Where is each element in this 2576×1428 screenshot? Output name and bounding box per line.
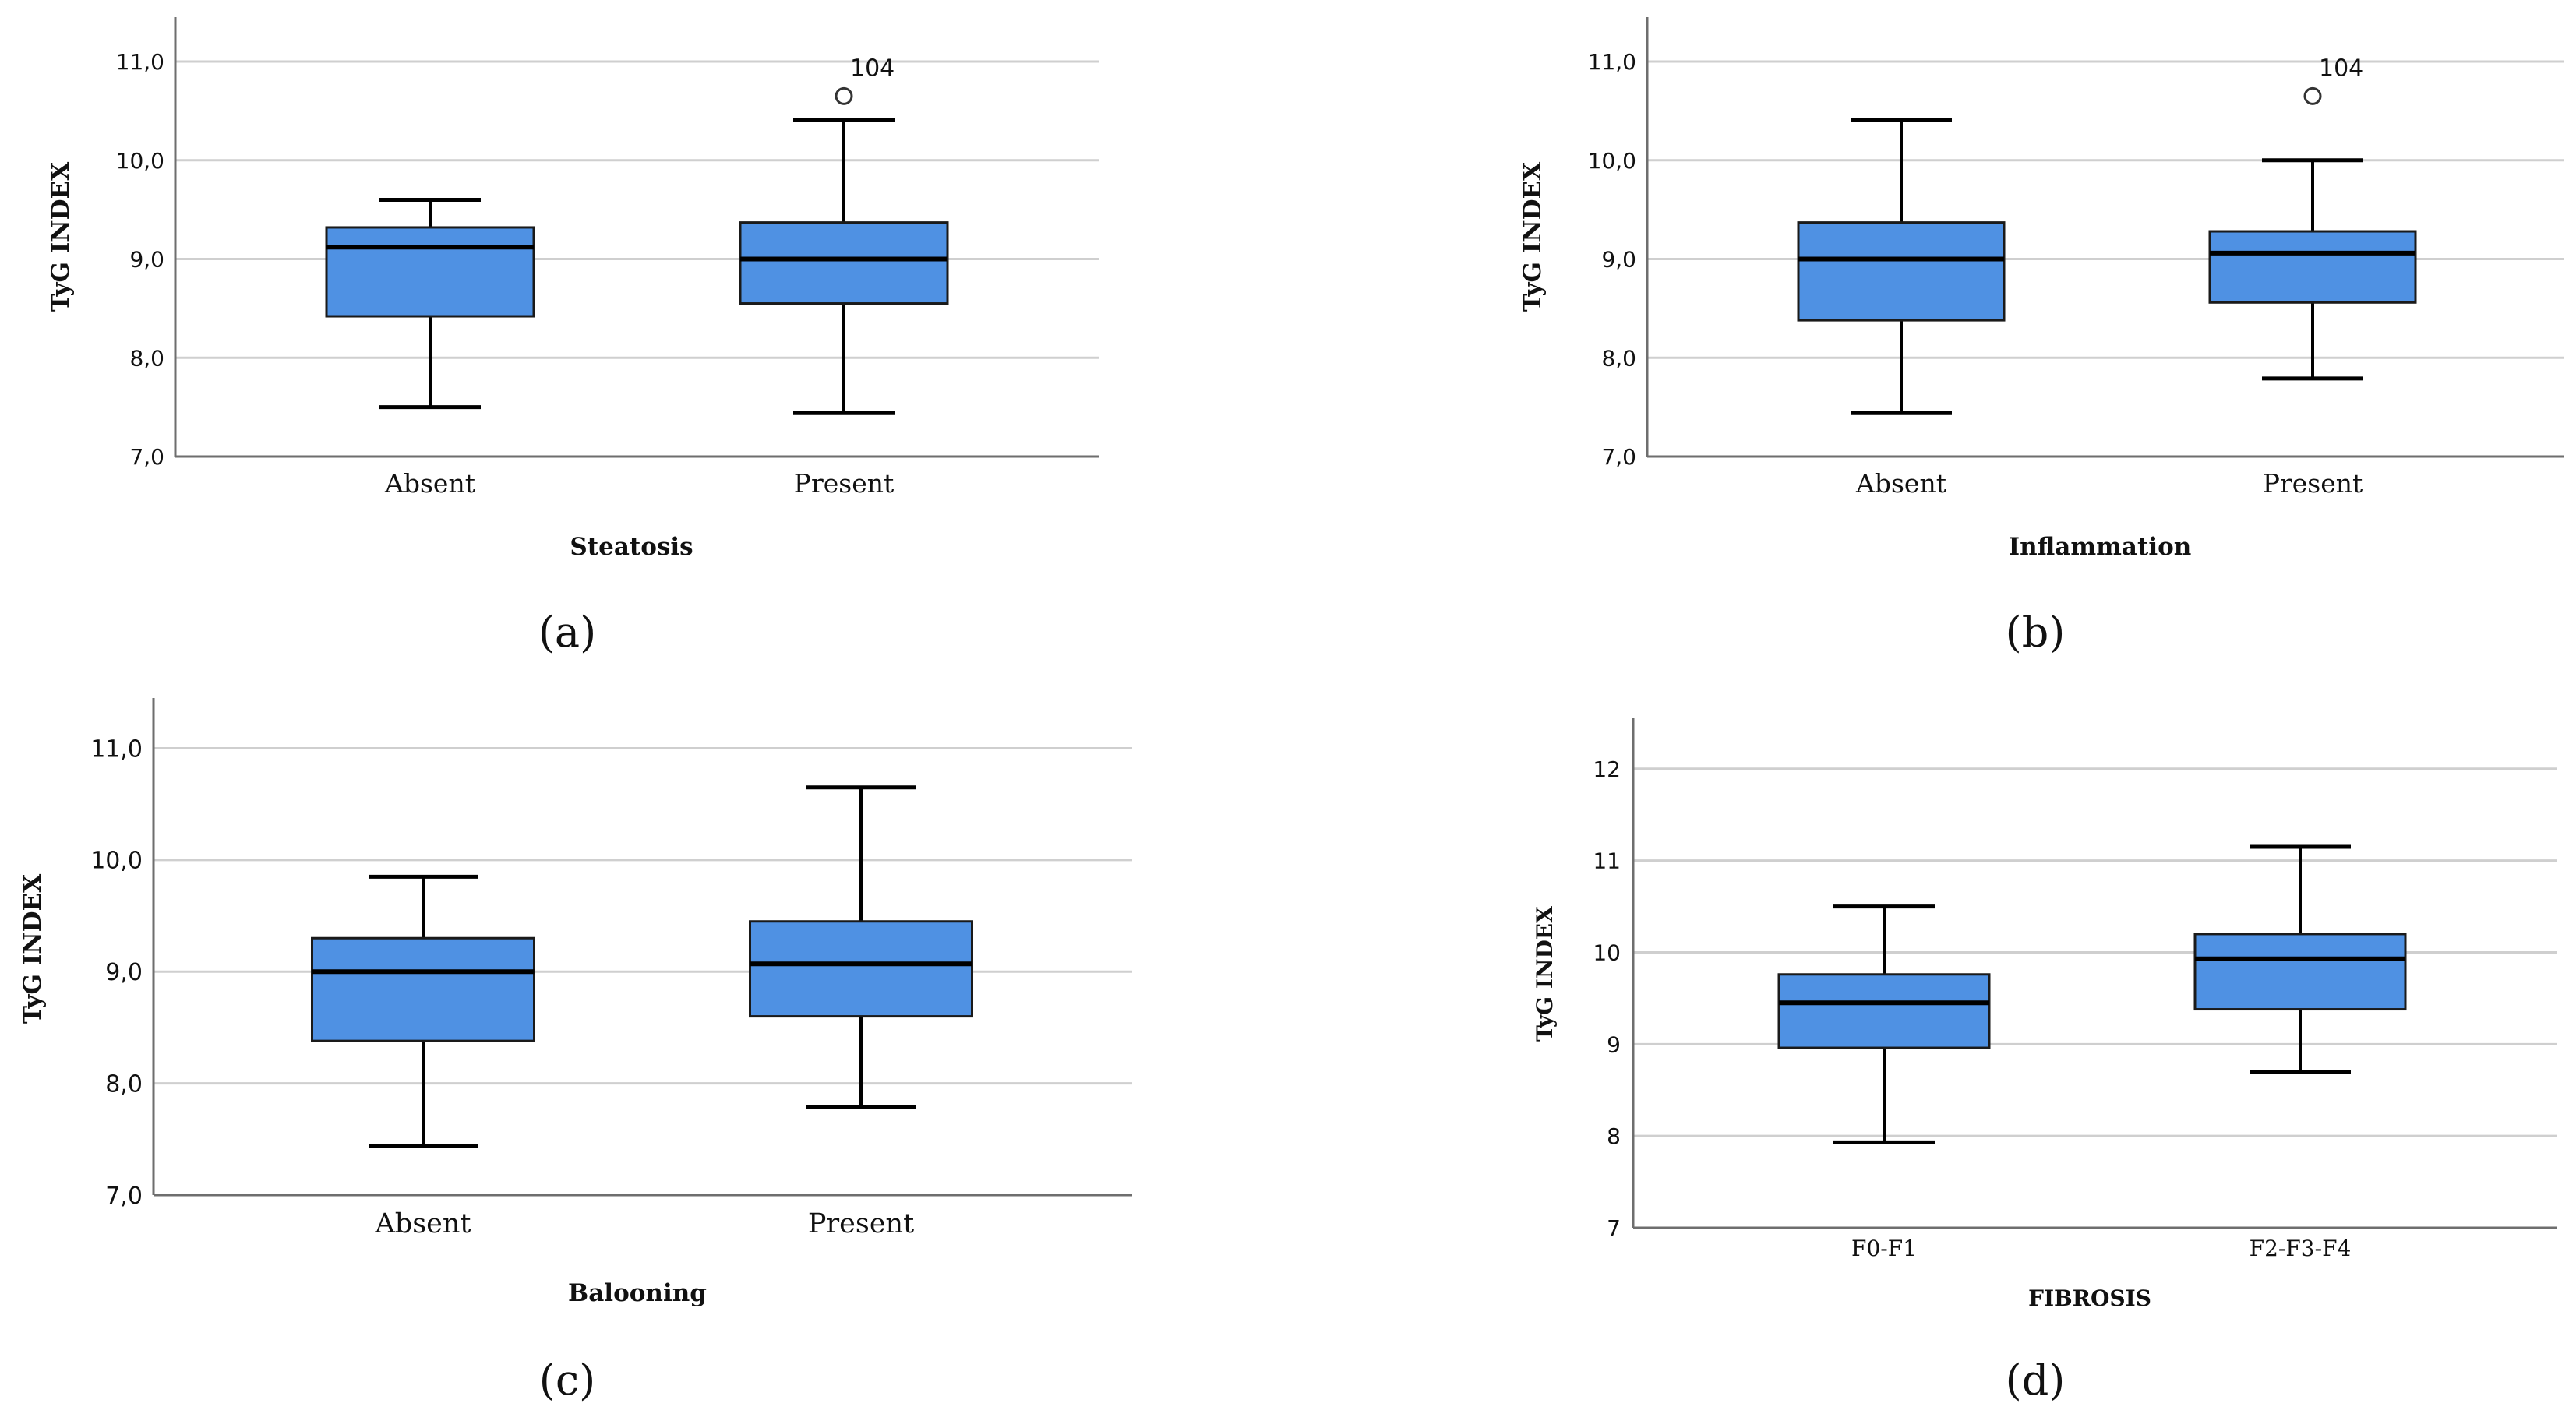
box-0 — [325, 197, 535, 410]
x-axis-title: Steatosis — [570, 533, 693, 561]
iqr-box — [1777, 973, 1991, 1049]
y-tick-label: 11,0 — [116, 49, 164, 75]
x-category-label: Present — [808, 1208, 914, 1239]
y-tick-label: 8,0 — [129, 345, 164, 371]
x-category-label: Present — [794, 468, 895, 499]
panel-label: (c) — [539, 1356, 595, 1405]
x-category-label: Absent — [375, 1208, 471, 1239]
outlier-point — [835, 86, 853, 105]
iqr-box — [739, 221, 949, 305]
panel-c: 7,0 8,0 9,0 10,0 11,0 Absent Present Balooning T… — [19, 698, 1132, 1405]
y-tick-label: 10,0 — [90, 848, 143, 875]
y-tick-label: 10 — [1593, 940, 1621, 966]
x-category-label: Absent — [1855, 468, 1946, 499]
y-tick-label: 11 — [1593, 848, 1621, 874]
outlier-point — [2303, 86, 2322, 105]
panel-label: (a) — [538, 608, 596, 657]
x-category-label: F0-F1 — [1851, 1236, 1917, 1261]
box-0 — [311, 874, 535, 1148]
iqr-box — [325, 226, 535, 318]
y-tick-label: 11,0 — [90, 735, 143, 763]
y-tick-label: 7,0 — [1601, 444, 1636, 470]
outlier-label: 104 — [2319, 55, 2363, 82]
y-tick-label: 10,0 — [1588, 148, 1636, 174]
iqr-box — [749, 920, 973, 1018]
y-tick-label: 8,0 — [1601, 345, 1636, 371]
box-1 — [749, 785, 973, 1109]
x-axis-title: FIBROSIS — [2028, 1285, 2151, 1311]
box-1 — [2193, 844, 2407, 1074]
y-axis-title: TyG INDEX — [1532, 906, 1558, 1042]
x-axis-title: Inflammation — [2009, 533, 2192, 561]
y-tick-label: 7,0 — [105, 1183, 143, 1210]
iqr-box — [2193, 933, 2407, 1011]
x-category-label: F2-F3-F4 — [2250, 1236, 2352, 1261]
box-1: 104 — [739, 55, 949, 415]
y-tick-label: 8 — [1607, 1123, 1621, 1149]
y-tick-label: 10,0 — [116, 148, 164, 174]
box-0 — [1797, 118, 2006, 415]
y-axis-title: TyG INDEX — [1519, 161, 1547, 312]
box-1: 104 — [2208, 55, 2417, 381]
y-tick-label: 9,0 — [129, 247, 164, 273]
panel-b: 7,0 8,0 9,0 10,0 11,0 Absent 104 Present Inflamm… — [1519, 17, 2564, 657]
y-tick-label: 9,0 — [1601, 247, 1636, 273]
y-tick-label: 8,0 — [105, 1070, 143, 1098]
box-0 — [1777, 904, 1991, 1144]
x-category-label: Absent — [384, 468, 475, 499]
panel-a: 7,0 8,0 9,0 10,0 11,0 Absent 104 Present Steatos… — [47, 17, 1099, 657]
iqr-box — [1797, 221, 2006, 322]
y-tick-label: 9,0 — [105, 959, 143, 986]
y-tick-label: 12 — [1593, 756, 1621, 782]
panel-d: 7 8 9 10 11 12 F0-F1 F2-F3-F4 FIBROSIS TyG INDEX (… — [1532, 718, 2557, 1405]
panel-label: (b) — [2006, 608, 2066, 657]
x-category-label: Present — [2263, 468, 2363, 499]
x-axis-title: Balooning — [568, 1279, 707, 1307]
y-axis-title: TyG INDEX — [47, 161, 75, 312]
iqr-box — [2208, 230, 2417, 304]
panel-label: (d) — [2006, 1356, 2066, 1405]
y-tick-label: 9 — [1607, 1031, 1621, 1057]
y-tick-label: 7,0 — [129, 444, 164, 470]
y-tick-label: 7 — [1607, 1215, 1621, 1241]
y-axis-title: TyG INDEX — [19, 873, 47, 1024]
outlier-label: 104 — [850, 55, 895, 82]
iqr-box — [311, 936, 535, 1042]
y-tick-label: 11,0 — [1588, 49, 1636, 75]
